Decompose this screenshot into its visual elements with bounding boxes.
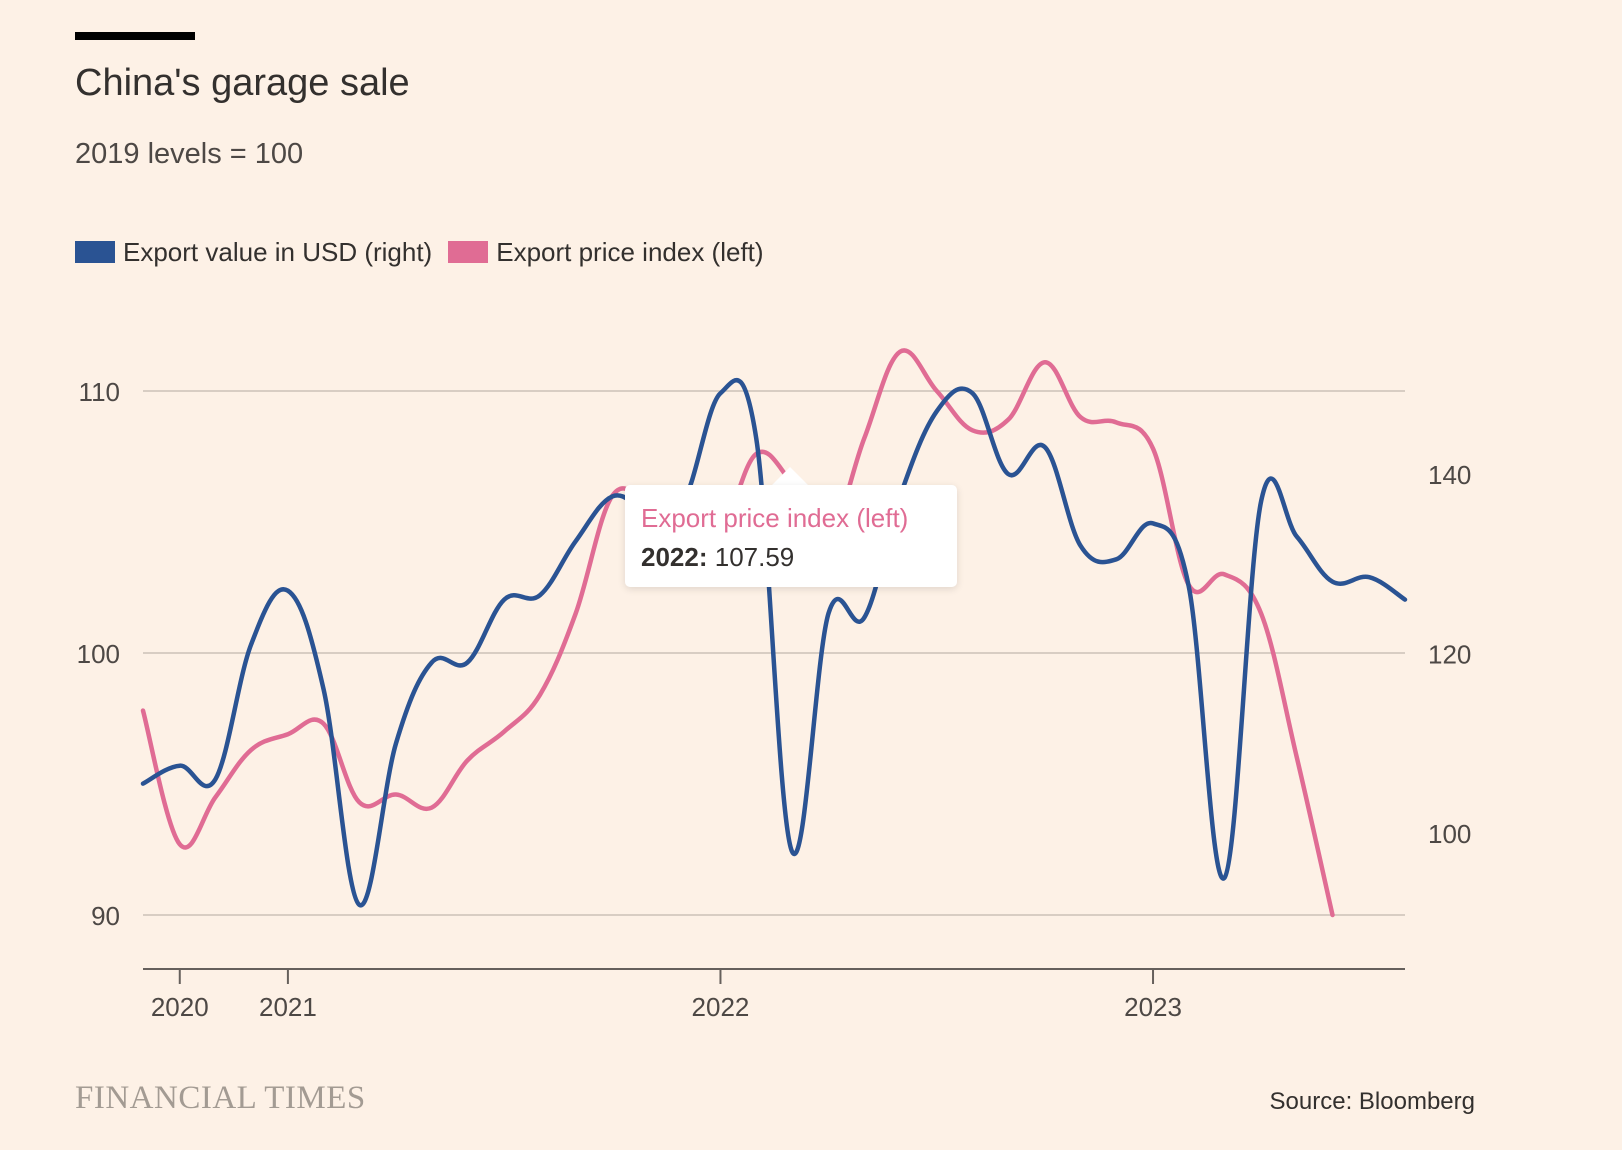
- series-lines: [140, 348, 1408, 918]
- legend-swatch-export-price: [448, 241, 489, 263]
- x-axis: 2020 2021 2022 2023: [143, 968, 1405, 1022]
- left-tick-label: 100: [77, 639, 120, 669]
- x-tick-label: 2022: [692, 992, 750, 1022]
- left-tick-label: 110: [79, 377, 120, 407]
- financial-times-logo: FINANCIAL TIMES: [75, 1080, 366, 1116]
- x-tick-label: 2020: [151, 992, 209, 1022]
- right-tick-label: 140: [1428, 460, 1471, 490]
- series-line-export-price: [140, 348, 1335, 918]
- tooltip-value-row: 2022: 107.59: [641, 542, 941, 573]
- legend-label-export-price: Export price index (left): [496, 236, 764, 267]
- chart-title: China's garage sale: [75, 62, 410, 104]
- legend-label-export-value: Export value in USD (right): [123, 236, 433, 267]
- tooltip-value: 107.59: [714, 542, 795, 572]
- source-note: Source: Bloomberg: [1269, 1088, 1475, 1115]
- right-tick-label: 100: [1428, 819, 1471, 849]
- right-tick-label: 120: [1428, 640, 1471, 670]
- chart-legend: Export value in USD (right) Export price…: [75, 234, 780, 270]
- left-axis: 90 100 110: [77, 377, 120, 931]
- tooltip-caret: [772, 467, 808, 485]
- top-rule: [75, 32, 195, 40]
- chart-subtitle: 2019 levels = 100: [75, 138, 304, 170]
- right-axis: 100 120 140: [1428, 460, 1471, 849]
- legend-swatch-export-value: [75, 241, 115, 263]
- left-tick-label: 90: [91, 901, 120, 931]
- x-tick-label: 2021: [259, 992, 317, 1022]
- tooltip: Export price index (left) 2022: 107.59: [625, 485, 957, 587]
- legend-item-export-price[interactable]: Export price index (left): [448, 236, 764, 268]
- x-tick-label: 2023: [1124, 992, 1182, 1022]
- tooltip-year: 2022:: [641, 542, 708, 572]
- series-line-export-value: [140, 378, 1408, 908]
- legend-item-export-value[interactable]: Export value in USD (right): [75, 237, 432, 268]
- tooltip-series-label: Export price index (left): [641, 503, 909, 533]
